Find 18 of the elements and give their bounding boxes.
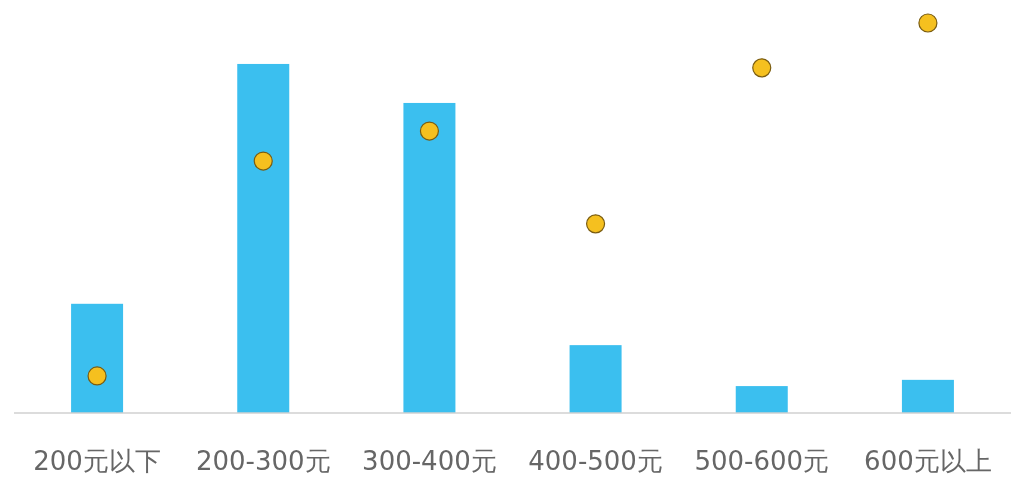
point (253, 151, 273, 171)
x-tick-label: 600元以上 (864, 446, 992, 476)
x-tick-label: 200元以下 (33, 446, 161, 476)
x-tick-label: 200-300元 (195, 446, 331, 476)
bar (237, 63, 290, 413)
x-tick-label: 300-400元 (362, 446, 497, 476)
point (752, 58, 772, 78)
x-tick-label: 400-500元 (528, 446, 663, 476)
bar (735, 386, 788, 413)
point (918, 13, 938, 33)
point (87, 366, 107, 386)
point (585, 214, 606, 234)
bar (71, 303, 124, 413)
bar (403, 102, 456, 413)
bar (569, 345, 622, 413)
point (419, 121, 440, 141)
bar (901, 379, 954, 413)
x-tick-label: 500-600元 (694, 446, 830, 476)
